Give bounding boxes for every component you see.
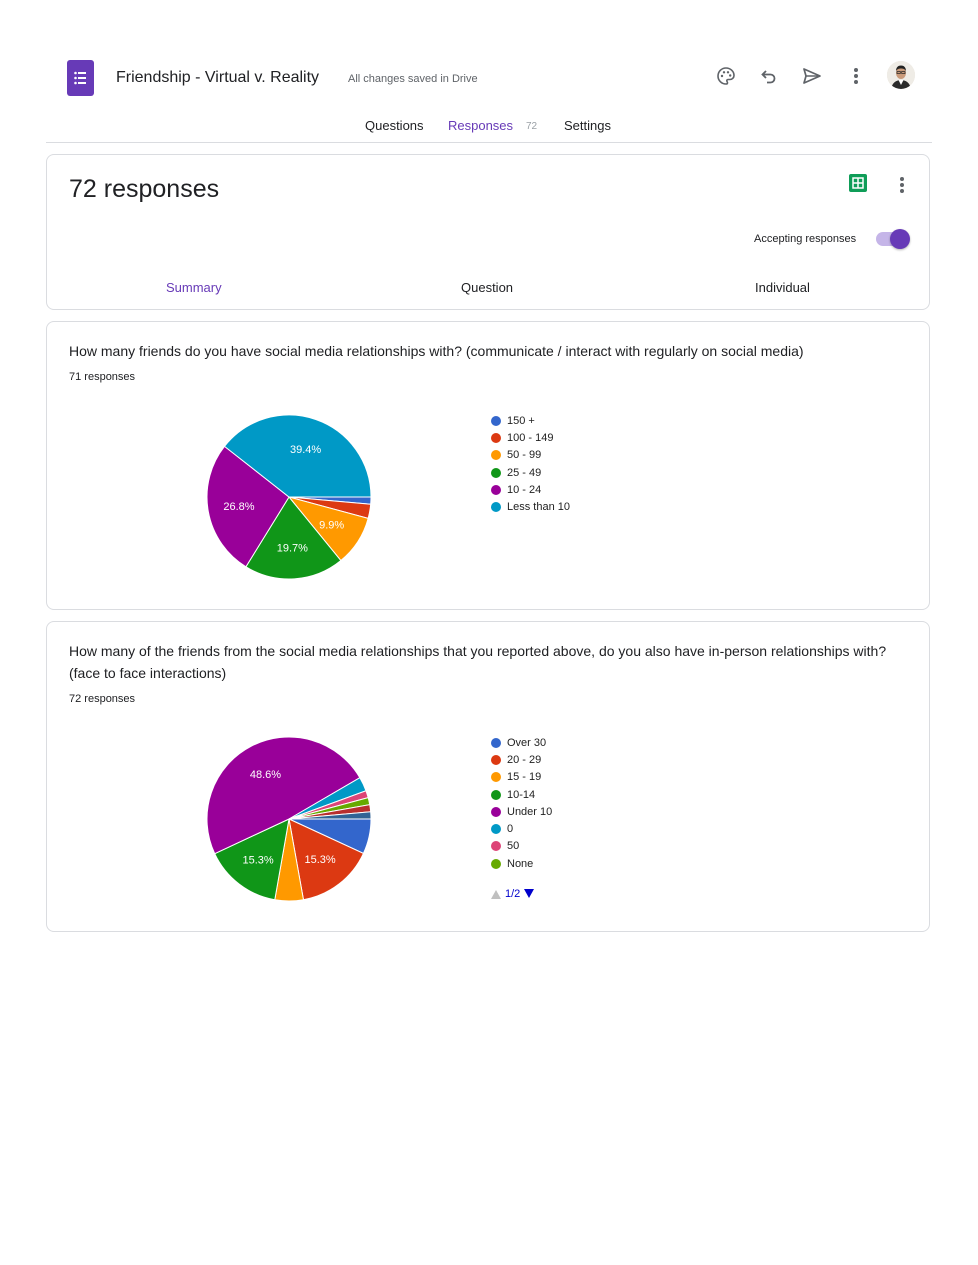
legend-item[interactable]: Less than 10 — [491, 498, 570, 515]
legend-label: 50 - 99 — [507, 449, 542, 462]
tab-settings[interactable]: Settings — [564, 118, 611, 133]
pie-slice[interactable] — [223, 414, 372, 498]
more-vert-icon[interactable] — [899, 176, 905, 194]
legend-label: 0 — [507, 823, 514, 836]
undo-icon[interactable] — [757, 64, 781, 88]
legend-label: None — [507, 857, 534, 870]
legend-item[interactable]: 0 — [491, 820, 552, 837]
pager-label: 1/2 — [505, 888, 521, 900]
tab-divider — [46, 142, 932, 143]
pie-slice[interactable] — [288, 818, 365, 901]
slice-data-label: 39.4% — [290, 444, 321, 456]
pie-slice[interactable] — [206, 445, 290, 568]
more-vert-icon[interactable] — [844, 64, 868, 88]
legend-swatch — [491, 467, 501, 478]
legend-swatch — [491, 415, 501, 426]
legend-item[interactable]: 25 - 49 — [491, 464, 570, 481]
legend-item[interactable]: 20 - 29 — [491, 751, 552, 768]
pager-prev-icon[interactable] — [491, 889, 501, 899]
slice-data-label: 9.9% — [319, 520, 344, 532]
save-status: All changes saved in Drive — [348, 73, 478, 85]
pie-slice[interactable] — [206, 736, 361, 855]
legend-item[interactable]: None — [491, 855, 552, 872]
legend-label: 25 - 49 — [507, 466, 542, 479]
slice-data-label: 26.8% — [223, 501, 254, 513]
legend-swatch — [491, 772, 501, 783]
legend-item[interactable]: 100 - 149 — [491, 429, 570, 446]
subtab-question[interactable]: Question — [461, 280, 514, 295]
responses-count-badge: 72 — [526, 121, 538, 132]
form-tabs: Questions Responses 72 Settings — [0, 118, 978, 138]
legend-swatch — [491, 806, 501, 817]
response-count: 71 responses — [69, 371, 136, 383]
legend-swatch — [491, 737, 501, 748]
responses-summary-card: 72 responses Accepting responses Summary… — [46, 154, 930, 310]
avatar[interactable] — [887, 61, 915, 89]
legend-swatch — [491, 754, 501, 765]
pie-slice[interactable] — [245, 496, 342, 580]
legend-label: Under 10 — [507, 805, 553, 818]
legend-item[interactable]: 10-14 — [491, 786, 552, 803]
question-card: How many friends do you have social medi… — [46, 321, 930, 610]
legend-swatch — [491, 502, 501, 513]
question-text: How many of the friends from the social … — [69, 643, 887, 681]
google-forms-logo-icon[interactable] — [67, 60, 94, 96]
tab-questions[interactable]: Questions — [365, 118, 424, 133]
legend-label: Less than 10 — [507, 501, 570, 514]
legend-item[interactable]: 10 - 24 — [491, 481, 570, 498]
tab-responses[interactable]: Responses — [448, 118, 514, 133]
legend-item[interactable]: 150 + — [491, 412, 570, 429]
slice-data-label: 15.3% — [242, 854, 273, 866]
legend-swatch — [491, 789, 501, 800]
legend-label: 10-14 — [507, 788, 536, 801]
legend-label: Over 30 — [507, 736, 547, 749]
pager-next-icon[interactable] — [524, 889, 535, 899]
legend-label: 20 - 29 — [507, 753, 542, 766]
legend-pager: 1/2 — [491, 888, 535, 900]
legend-swatch — [491, 841, 501, 852]
legend-item[interactable]: Under 10 — [491, 803, 552, 820]
pie-slice[interactable] — [214, 818, 290, 901]
legend-swatch — [491, 824, 501, 835]
legend-label: 10 - 24 — [507, 483, 542, 496]
legend-item[interactable]: 50 - 99 — [491, 447, 570, 464]
legend-label: 150 + — [507, 414, 535, 427]
legend-label: 100 - 149 — [507, 431, 554, 444]
chart-legend: Over 30 20 - 29 15 - 19 10-14 Under 10 0 50 Non… — [491, 734, 552, 872]
legend-item[interactable]: 15 - 19 — [491, 769, 552, 786]
pie-slice[interactable] — [288, 811, 372, 820]
slice-data-label: 15.3% — [304, 854, 335, 866]
sheets-icon[interactable] — [849, 174, 867, 192]
legend-item[interactable]: Over 30 — [491, 734, 552, 751]
app-header: Friendship - Virtual v. Reality All chan… — [0, 0, 978, 144]
pie-chart: 9.9% 19.7% 26.8% 39.4% — [206, 414, 372, 580]
pie-chart: 15.3% 15.3% 48.6% — [206, 736, 372, 902]
send-icon[interactable] — [800, 64, 824, 88]
slice-data-label: 48.6% — [250, 769, 281, 781]
legend-label: 15 - 19 — [507, 771, 542, 784]
legend-label: 50 — [507, 840, 520, 853]
legend-item[interactable]: 50 — [491, 838, 552, 855]
accepting-responses-label: Accepting responses — [754, 233, 857, 245]
subtab-individual[interactable]: Individual — [755, 280, 810, 295]
slice-data-label: 19.7% — [277, 543, 308, 555]
question-text: How many friends do you have social medi… — [69, 343, 804, 359]
legend-swatch — [491, 450, 501, 461]
responses-title: 72 responses — [69, 175, 220, 203]
legend-swatch — [491, 432, 501, 443]
toggle-thumb[interactable] — [890, 229, 910, 249]
document-title[interactable]: Friendship - Virtual v. Reality — [116, 69, 320, 86]
legend-swatch — [491, 858, 501, 869]
palette-icon[interactable] — [714, 64, 738, 88]
subtab-summary[interactable]: Summary — [166, 280, 222, 295]
chart-legend: 150 + 100 - 149 50 - 99 25 - 49 10 - 24 Less … — [491, 412, 570, 516]
legend-swatch — [491, 484, 501, 495]
question-card: How many of the friends from the social … — [46, 621, 930, 932]
response-count: 72 responses — [69, 693, 136, 705]
